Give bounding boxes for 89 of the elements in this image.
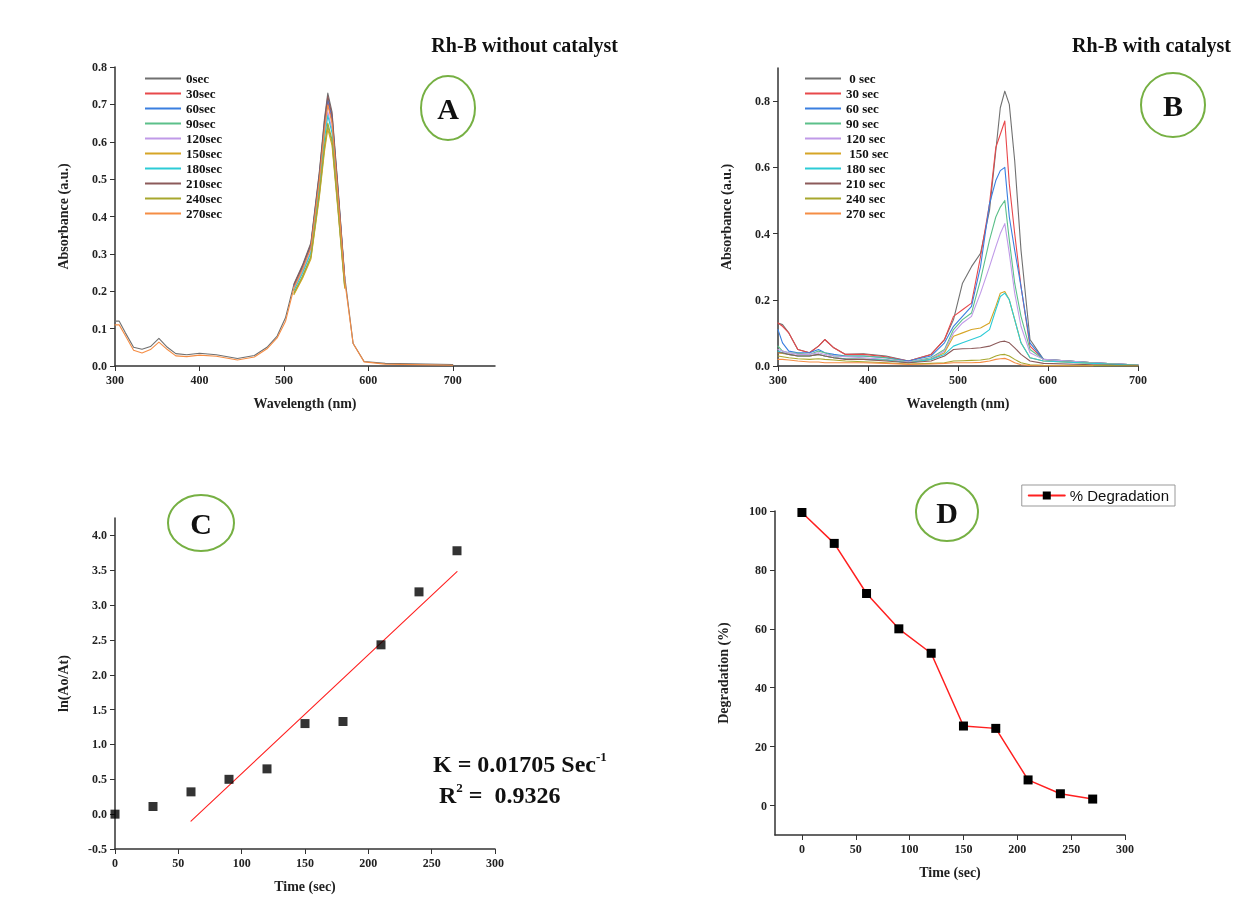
y-tick-label: 0.7 (92, 97, 107, 112)
y-tick-label: 1.0 (92, 737, 107, 752)
x-tick-label: 600 (359, 373, 378, 387)
x-axis-title: Wavelength (nm) (906, 395, 1010, 412)
y-tick-label: 3.0 (92, 598, 107, 613)
y-tick-label: 0.5 (92, 772, 107, 787)
x-tick-label: 200 (1008, 842, 1027, 856)
legend-label: 240sec (186, 191, 223, 206)
y-tick-label: 0.6 (92, 134, 107, 149)
chart-title: Rh-B with catalyst (1072, 34, 1232, 57)
x-tick-label: 50 (172, 856, 185, 870)
y-tick-label: 0.8 (755, 94, 770, 109)
legend-label: 210 sec (846, 176, 886, 191)
legend-label: 180 sec (846, 161, 886, 176)
legend-label: 0sec (186, 71, 210, 86)
y-tick-label: -0.5 (88, 842, 107, 856)
x-tick-label: 100 (900, 842, 919, 856)
y-tick-label: 2.0 (92, 667, 107, 682)
chart-title: Rh-B without catalyst (431, 34, 619, 57)
x-tick-label: 150 (954, 842, 973, 856)
y-tick-label: 0.8 (92, 60, 107, 74)
x-tick-label: 700 (443, 373, 462, 387)
y-tick-label: 0.5 (92, 172, 107, 187)
y-axis-title: Absorbance (a.u.) (55, 163, 72, 270)
y-tick-label: 20 (755, 739, 767, 754)
x-axis-title: Time (sec) (919, 864, 982, 881)
x-tick-label: 200 (359, 856, 378, 870)
x-tick-label: 0 (112, 856, 118, 870)
y-axis-title: ln(Ao/At) (55, 654, 72, 712)
y-tick-label: 80 (755, 562, 767, 577)
y-tick-label: 0.0 (755, 359, 770, 373)
y-tick-label: 0.0 (92, 359, 107, 373)
x-tick-label: 0 (798, 842, 805, 856)
x-tick-label: 150 (296, 856, 314, 870)
y-tick-label: 0.0 (92, 807, 107, 822)
y-tick-label: 0.2 (755, 292, 770, 307)
y-tick-label: 0 (761, 798, 767, 813)
legend-label: 120sec (186, 131, 223, 146)
y-tick-label: 0.4 (92, 209, 107, 224)
x-axis-title: Time (sec) (274, 878, 337, 895)
x-tick-label: 700 (1129, 373, 1147, 387)
text: B (1162, 88, 1184, 122)
y-tick-label: 2.5 (92, 632, 107, 647)
legend-label: 60 sec (846, 101, 880, 116)
legend-label: 150 sec (846, 146, 889, 161)
y-tick-label: 0.3 (92, 246, 107, 261)
legend-label: 270 sec (846, 206, 886, 221)
annotation: D (936, 495, 958, 529)
legend-label: 30sec (186, 86, 216, 101)
legend-label: 270sec (186, 206, 223, 221)
x-tick-label: 400 (859, 373, 877, 387)
y-tick-label: 0.4 (755, 226, 770, 241)
legend-label: 120 sec (846, 131, 886, 146)
x-tick-label: 500 (949, 373, 967, 387)
x-tick-label: 300 (106, 373, 124, 387)
y-tick-label: 4.0 (92, 528, 107, 543)
legend-label: 30 sec (846, 86, 880, 101)
x-tick-label: 500 (274, 373, 293, 387)
x-tick-label: 250 (422, 856, 441, 870)
y-tick-label: 3.5 (92, 563, 107, 578)
legend-label: 150sec (186, 146, 223, 161)
y-tick-label: 60 (755, 621, 767, 636)
x-tick-label: 300 (1116, 842, 1134, 856)
y-axis-title: Absorbance (a.u.) (718, 163, 735, 271)
x-tick-label: 300 (769, 373, 787, 387)
legend-label: 90sec (186, 116, 216, 131)
y-tick-label: 40 (755, 680, 767, 695)
annotation: A (437, 91, 460, 125)
x-tick-label: 100 (232, 856, 251, 870)
y-tick-label: 100 (749, 504, 767, 518)
x-tick-label: 50 (849, 842, 862, 856)
x-axis-title: Wavelength (nm) (253, 395, 357, 412)
x-tick-label: 300 (486, 856, 504, 870)
y-tick-label: 0.1 (92, 321, 107, 336)
x-tick-label: 600 (1039, 373, 1057, 387)
y-tick-label: 0.6 (755, 160, 770, 175)
y-tick-label: 1.5 (92, 702, 107, 717)
y-axis-title: Degradation (%) (715, 621, 732, 724)
legend-label: 180sec (186, 161, 223, 176)
legend-label: 60sec (186, 101, 216, 116)
legend-label: 210sec (186, 176, 223, 191)
x-tick-label: 250 (1062, 842, 1081, 856)
legend-label: % Degradation (1069, 487, 1170, 504)
legend-label: 90 sec (846, 116, 880, 131)
annotation: C (190, 506, 212, 540)
y-tick-label: 0.2 (92, 284, 107, 299)
x-tick-label: 400 (190, 373, 209, 387)
legend-label: 0 sec (846, 71, 876, 86)
legend-label: 240 sec (846, 191, 886, 206)
